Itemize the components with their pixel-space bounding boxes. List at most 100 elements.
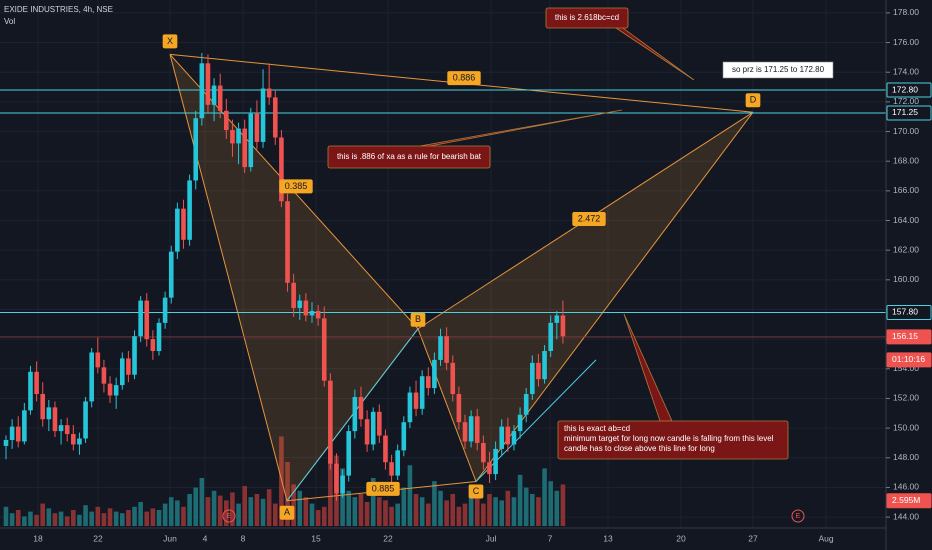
price-badge[interactable]: 01:10:16 bbox=[886, 352, 932, 368]
candle[interactable] bbox=[536, 353, 541, 387]
candle[interactable] bbox=[487, 451, 492, 483]
candle[interactable] bbox=[279, 130, 284, 208]
candle[interactable] bbox=[401, 416, 407, 457]
candle[interactable] bbox=[34, 361, 39, 402]
candle[interactable] bbox=[456, 386, 462, 430]
candle[interactable] bbox=[321, 306, 327, 387]
candle[interactable] bbox=[358, 386, 364, 427]
candle[interactable] bbox=[101, 359, 107, 393]
ratio-bcd[interactable]: 2.472 bbox=[572, 212, 606, 227]
price-badge[interactable]: 157.80 bbox=[886, 304, 932, 320]
candle[interactable] bbox=[383, 429, 388, 470]
candle[interactable] bbox=[254, 100, 260, 150]
candle[interactable] bbox=[432, 352, 437, 395]
candle[interactable] bbox=[340, 469, 345, 498]
candle[interactable] bbox=[236, 122, 241, 165]
candle[interactable] bbox=[28, 365, 33, 415]
label-x[interactable]: X bbox=[162, 34, 178, 49]
candle[interactable] bbox=[554, 310, 560, 340]
trendline-ab[interactable] bbox=[286, 328, 419, 502]
label-b[interactable]: B bbox=[410, 312, 426, 327]
candle[interactable] bbox=[395, 444, 400, 481]
candle[interactable] bbox=[175, 202, 180, 260]
candle[interactable] bbox=[248, 107, 254, 172]
candle[interactable] bbox=[199, 52, 205, 126]
label-a[interactable]: A bbox=[279, 505, 295, 520]
candle[interactable] bbox=[113, 377, 119, 409]
candle[interactable] bbox=[419, 370, 425, 415]
candles[interactable] bbox=[3, 52, 566, 501]
candle[interactable] bbox=[285, 193, 290, 292]
candle[interactable] bbox=[560, 300, 566, 344]
label-d[interactable]: D bbox=[745, 93, 761, 108]
candle[interactable] bbox=[481, 435, 486, 470]
candle[interactable] bbox=[52, 401, 58, 438]
candle[interactable] bbox=[548, 315, 553, 357]
candle[interactable] bbox=[46, 399, 52, 432]
candle[interactable] bbox=[64, 417, 70, 442]
callout-prz[interactable]: so prz is 171.25 to 172.80 bbox=[722, 61, 834, 79]
candle[interactable] bbox=[217, 73, 223, 119]
price-badge[interactable]: 171.25 bbox=[886, 105, 932, 121]
price-badge[interactable]: 156.15 bbox=[886, 329, 932, 345]
candle[interactable] bbox=[505, 417, 511, 452]
candle[interactable] bbox=[89, 348, 94, 408]
candle[interactable] bbox=[438, 328, 443, 366]
candle[interactable] bbox=[530, 355, 535, 400]
candle[interactable] bbox=[230, 119, 235, 157]
candle[interactable] bbox=[150, 330, 156, 360]
candle[interactable] bbox=[389, 454, 394, 483]
candle[interactable] bbox=[328, 373, 333, 470]
price-badge[interactable]: 2.595M bbox=[886, 493, 932, 509]
candle[interactable] bbox=[162, 291, 168, 329]
candle[interactable] bbox=[346, 425, 352, 482]
label-c[interactable]: C bbox=[468, 484, 484, 499]
candle[interactable] bbox=[71, 425, 76, 451]
candle[interactable] bbox=[291, 273, 296, 317]
candle[interactable] bbox=[224, 98, 229, 139]
candle[interactable] bbox=[205, 54, 211, 113]
candle[interactable] bbox=[334, 453, 339, 501]
candle[interactable] bbox=[242, 119, 247, 174]
candle[interactable] bbox=[260, 69, 266, 148]
ratio-ac[interactable]: 0.885 bbox=[366, 481, 400, 496]
candle[interactable] bbox=[352, 389, 358, 439]
callouts[interactable]: this is 2.618bc=cd so prz is 171.25 to 17… bbox=[327, 7, 834, 460]
pattern-labels[interactable]: X A B C D 0.886 0.385 2.472 0.885 E E bbox=[162, 34, 805, 523]
candle[interactable] bbox=[126, 351, 131, 383]
ratio-xd[interactable]: 0.886 bbox=[447, 71, 481, 86]
time-axis[interactable]: 18 22 Jun 4 8 15 22 Jul 7 13 20 27 Aug bbox=[0, 527, 886, 543]
price-badge[interactable]: 172.80 bbox=[886, 82, 932, 98]
candle[interactable] bbox=[83, 396, 88, 443]
candle[interactable] bbox=[377, 404, 382, 443]
candle[interactable] bbox=[132, 330, 137, 380]
candle[interactable] bbox=[450, 355, 456, 402]
price-axis[interactable]: 144.00 146.00 148.00 150.00 152.00 154.00 156.… bbox=[885, 0, 932, 550]
candle[interactable] bbox=[77, 432, 82, 455]
candle[interactable] bbox=[309, 302, 315, 323]
candle[interactable] bbox=[511, 425, 517, 451]
candle[interactable] bbox=[462, 414, 468, 449]
candle[interactable] bbox=[523, 388, 529, 423]
event-marker[interactable]: E bbox=[791, 509, 805, 523]
candle[interactable] bbox=[468, 410, 474, 448]
candle[interactable] bbox=[181, 199, 186, 249]
candle[interactable] bbox=[58, 419, 64, 445]
candle[interactable] bbox=[9, 419, 15, 449]
candle[interactable] bbox=[517, 407, 523, 439]
candle[interactable] bbox=[303, 293, 309, 322]
event-marker[interactable]: E bbox=[222, 509, 236, 523]
candle[interactable] bbox=[493, 441, 498, 481]
candle[interactable] bbox=[15, 416, 21, 448]
candle[interactable] bbox=[119, 352, 125, 390]
callout-bat[interactable]: this is .886 of xa as a rule for bearish… bbox=[327, 109, 623, 169]
candle[interactable] bbox=[156, 318, 162, 356]
candle[interactable] bbox=[499, 419, 505, 455]
candle[interactable] bbox=[3, 435, 9, 460]
candle[interactable] bbox=[474, 408, 480, 451]
candle[interactable] bbox=[413, 380, 419, 417]
ratio-xab[interactable]: 0.385 bbox=[279, 179, 313, 194]
candle[interactable] bbox=[138, 296, 143, 343]
